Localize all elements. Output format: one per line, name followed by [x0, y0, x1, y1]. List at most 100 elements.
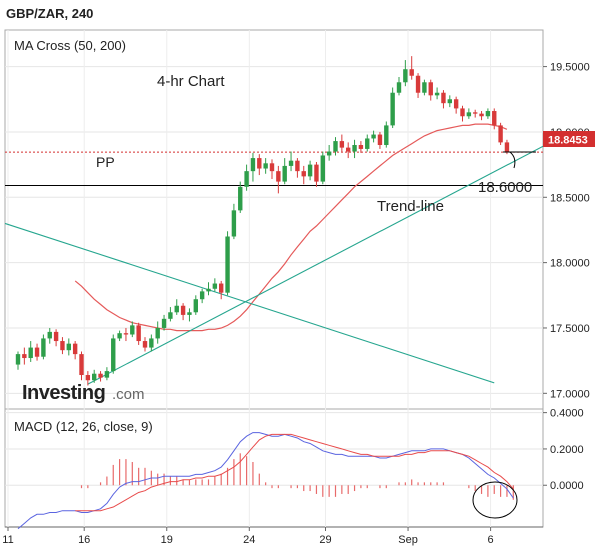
candle-body [466, 112, 472, 117]
x-tick-label: 24 [243, 534, 255, 546]
candle-body [104, 371, 110, 378]
candle-body [117, 333, 122, 339]
macd-panel [4, 408, 544, 528]
candle-body [92, 373, 97, 381]
candle-body [390, 92, 395, 126]
chart-annotation: 4-hr Chart [157, 73, 225, 90]
candle-body [326, 151, 332, 156]
candle-body [333, 141, 338, 152]
candle-body [155, 327, 160, 339]
price-tick-label: 19.5000 [550, 62, 590, 74]
candle-body [428, 82, 433, 96]
candle-body [257, 158, 262, 169]
current-price-tag [543, 131, 595, 147]
candle-body [123, 333, 129, 335]
candle-body [34, 347, 40, 357]
price-tick-label: 17.0000 [550, 388, 590, 400]
candle-body [358, 145, 364, 149]
price-tick-label: 18.0000 [550, 258, 590, 270]
candle-body [231, 210, 237, 237]
price-tick-label: 18.5000 [550, 192, 590, 204]
candle-body [174, 305, 179, 313]
candle-body [498, 125, 503, 143]
macd-line [17, 432, 514, 530]
investing-logo: Investing .com [22, 382, 145, 404]
candle-body [403, 69, 408, 83]
macd-signal-line [75, 433, 514, 512]
candle-body [307, 164, 313, 177]
candle-body [79, 354, 84, 376]
candle-body [384, 125, 389, 146]
candle-body [225, 236, 230, 293]
candle-body [377, 134, 383, 146]
x-gridlines [7, 30, 492, 527]
candle-body [180, 305, 186, 315]
candle-body [504, 142, 510, 152]
macd-tick-label: 0.0000 [550, 480, 584, 492]
candle-body [244, 171, 249, 187]
logo-suffix: .com [112, 386, 145, 403]
candle-body [295, 160, 300, 172]
candle-body [447, 99, 452, 104]
candle-body [60, 341, 65, 351]
pp-annotation: PP [96, 154, 115, 170]
candle-body [47, 331, 52, 339]
candle-body [193, 299, 198, 313]
candle-body [15, 354, 21, 365]
candle-body [288, 160, 294, 166]
candle-body [85, 375, 91, 381]
candle-body [66, 343, 71, 351]
candle-body [396, 82, 402, 93]
candle-body [346, 147, 351, 152]
level-annotation: 18.6000 [478, 179, 532, 196]
candle-body [314, 164, 319, 182]
candle-body [269, 163, 275, 172]
candle-body [212, 283, 218, 289]
candle-body [479, 113, 484, 117]
trend-lines [4, 131, 571, 385]
candle-body [142, 341, 148, 348]
candle-body [301, 171, 306, 177]
candle-body [415, 75, 421, 93]
x-tick-label: 11 [2, 534, 13, 546]
candle-body [460, 108, 465, 117]
candle-body [434, 92, 440, 96]
candle-body [339, 141, 345, 148]
candle-body [72, 343, 78, 355]
candle-body [199, 291, 205, 300]
trend-line-annotation: Trend-line [377, 198, 444, 215]
candle-body [22, 354, 27, 359]
candle-body [422, 82, 427, 93]
price-y-axis: 17.000017.500018.000018.500019.000019.50… [543, 62, 590, 400]
candle-body [98, 373, 103, 378]
candle-body [149, 338, 154, 348]
candle-body [409, 69, 414, 76]
price-gridlines [5, 66, 543, 394]
candle-body [219, 283, 224, 293]
candle-body [161, 318, 167, 328]
x-tick-label: 29 [319, 534, 331, 546]
x-tick-label: 19 [161, 534, 173, 546]
candle-body [473, 112, 478, 114]
candle-body [485, 111, 491, 117]
candle-body [187, 312, 192, 315]
macd-tick-label: 0.2000 [550, 444, 584, 456]
candle-body [250, 158, 256, 172]
candle-body [282, 165, 287, 182]
candles [15, 56, 510, 386]
price-panel-title: MA Cross (50, 200) [14, 38, 126, 53]
candle-body [492, 111, 497, 126]
candle-body [320, 155, 325, 182]
candle-body [453, 99, 459, 109]
candle-body [352, 145, 357, 152]
candle-body [365, 138, 370, 149]
candle-body [168, 312, 173, 319]
price-panel [4, 29, 544, 410]
current-price-label: 18.8453 [548, 135, 588, 147]
price-tick-label: 17.5000 [550, 323, 590, 335]
candle-body [371, 134, 376, 139]
macd-tick-label: 0.4000 [550, 408, 584, 420]
x-axis: 11 16 19 24 29 Sep 6 [2, 527, 494, 546]
x-tick-label: 6 [488, 534, 494, 546]
